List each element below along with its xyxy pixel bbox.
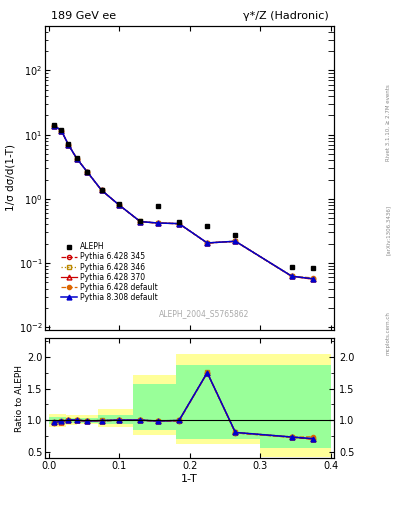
X-axis label: 1-T: 1-T xyxy=(181,474,198,484)
Text: [arXiv:1306.3436]: [arXiv:1306.3436] xyxy=(386,205,391,255)
Text: ALEPH_2004_S5765862: ALEPH_2004_S5765862 xyxy=(159,309,249,318)
Text: 189 GeV ee: 189 GeV ee xyxy=(51,11,116,21)
Text: mcplots.cern.ch: mcplots.cern.ch xyxy=(386,311,391,355)
Legend: ALEPH, Pythia 6.428 345, Pythia 6.428 346, Pythia 6.428 370, Pythia 6.428 defaul: ALEPH, Pythia 6.428 345, Pythia 6.428 34… xyxy=(61,242,158,302)
Y-axis label: 1/σ dσ/d(1-T): 1/σ dσ/d(1-T) xyxy=(6,144,16,211)
Text: γ*/Z (Hadronic): γ*/Z (Hadronic) xyxy=(242,11,328,21)
Text: Rivet 3.1.10, ≥ 2.7M events: Rivet 3.1.10, ≥ 2.7M events xyxy=(386,84,391,161)
Y-axis label: Ratio to ALEPH: Ratio to ALEPH xyxy=(15,365,24,432)
